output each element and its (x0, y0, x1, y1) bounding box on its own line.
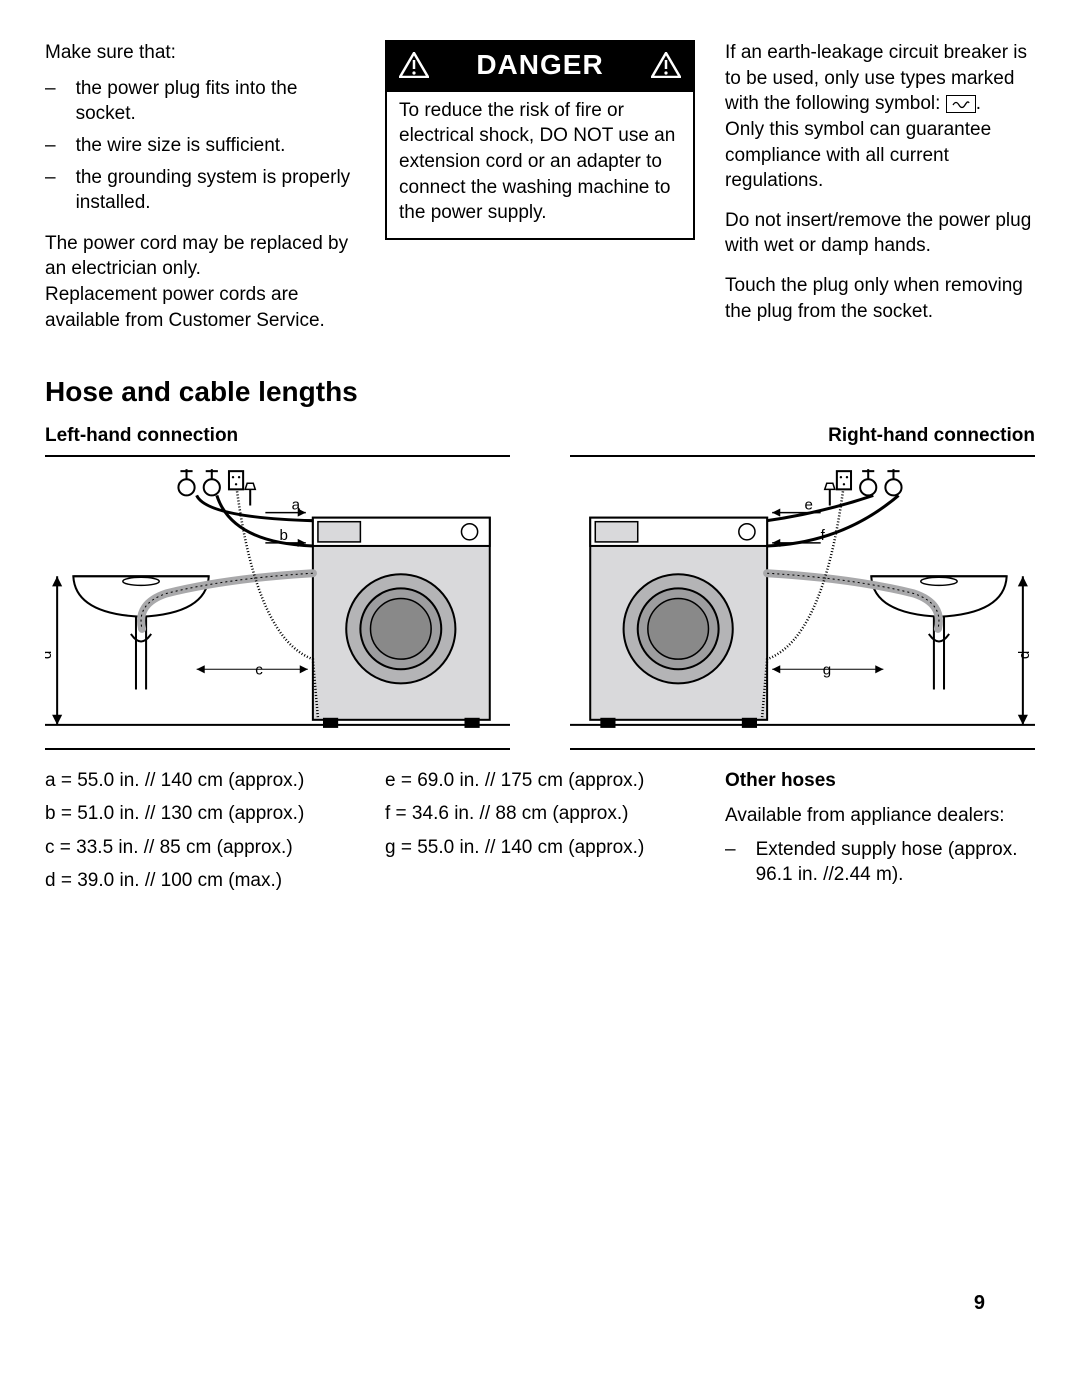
cord-note-2: Replacement power cords are available fr… (45, 282, 355, 333)
measure-c: c = 33.5 in. // 85 cm (approx.) (45, 835, 355, 861)
sink-icon (871, 576, 1006, 689)
danger-title: DANGER (476, 46, 603, 84)
right-diagram-block: Right-hand connection d (570, 423, 1035, 749)
intro-list: the power plug fits into the socket. the… (45, 76, 355, 216)
danger-box: DANGER To reduce the risk of fire or ele… (385, 40, 695, 240)
other-hoses-list: Extended supply hose (approx. 96.1 in. /… (725, 837, 1035, 888)
list-item: the grounding system is properly install… (45, 165, 355, 216)
list-item: Extended supply hose (approx. 96.1 in. /… (725, 837, 1035, 888)
measure-b: b = 51.0 in. // 130 cm (approx.) (45, 801, 355, 827)
page-number: 9 (974, 1290, 985, 1317)
left-diagram-label: Left-hand connection (45, 423, 510, 449)
warning-icon (651, 52, 681, 78)
measure-d: d = 39.0 in. // 100 cm (max.) (45, 868, 355, 894)
other-hoses-heading: Other hoses (725, 768, 1035, 794)
column-3: If an earth-leakage circuit breaker is t… (725, 40, 1035, 343)
power-cord (237, 491, 318, 717)
measurements-row: a = 55.0 in. // 140 cm (approx.) b = 51.… (45, 768, 1035, 904)
warning-icon (399, 52, 429, 78)
right-connection-diagram: d (570, 457, 1035, 740)
measure-f: f = 34.6 in. // 88 cm (approx.) (385, 801, 695, 827)
measurements-right: e = 69.0 in. // 175 cm (approx.) f = 34.… (385, 768, 695, 904)
other-hoses: Other hoses Available from appliance dea… (725, 768, 1035, 904)
left-connection-diagram: d (45, 457, 510, 740)
right-diagram-label: Right-hand connection (570, 423, 1035, 449)
measurements-left: a = 55.0 in. // 140 cm (approx.) b = 51.… (45, 768, 355, 904)
svg-text:b: b (280, 527, 288, 544)
breaker-symbol-icon (946, 95, 976, 113)
measure-g: g = 55.0 in. // 140 cm (approx.) (385, 835, 695, 861)
danger-body: To reduce the risk of fire or electrical… (387, 92, 693, 238)
breaker-note: If an earth-leakage circuit breaker is t… (725, 40, 1035, 194)
danger-header: DANGER (387, 42, 693, 92)
left-diagram-block: Left-hand connection d (45, 423, 510, 749)
svg-text:d: d (1016, 651, 1033, 659)
measure-e: e = 69.0 in. // 175 cm (approx.) (385, 768, 695, 794)
top-columns: Make sure that: the power plug fits into… (45, 40, 1035, 343)
svg-text:e: e (805, 496, 813, 513)
left-diagram: d (45, 455, 510, 750)
svg-text:a: a (292, 496, 301, 513)
measure-a: a = 55.0 in. // 140 cm (approx.) (45, 768, 355, 794)
washing-machine-icon (313, 517, 490, 727)
list-item: the wire size is sufficient. (45, 133, 355, 159)
cord-note-1: The power cord may be replaced by an ele… (45, 231, 355, 282)
plug-note: Touch the plug only when removing the pl… (725, 273, 1035, 324)
section-heading: Hose and cable lengths (45, 373, 1035, 411)
right-diagram: d (570, 455, 1035, 750)
svg-text:c: c (255, 661, 263, 678)
intro-text: Make sure that: (45, 40, 355, 66)
svg-text:g: g (823, 661, 831, 678)
list-item: the power plug fits into the socket. (45, 76, 355, 127)
diagrams-row: Left-hand connection d (45, 423, 1035, 749)
svg-text:d: d (45, 651, 55, 659)
sink-icon (73, 576, 208, 689)
column-2: DANGER To reduce the risk of fire or ele… (385, 40, 695, 343)
other-hoses-intro: Available from appliance dealers: (725, 803, 1035, 829)
washing-machine-icon (590, 517, 767, 727)
taps-icon (178, 469, 255, 505)
wet-hands-note: Do not insert/remove the power plug with… (725, 208, 1035, 259)
column-1: Make sure that: the power plug fits into… (45, 40, 355, 343)
